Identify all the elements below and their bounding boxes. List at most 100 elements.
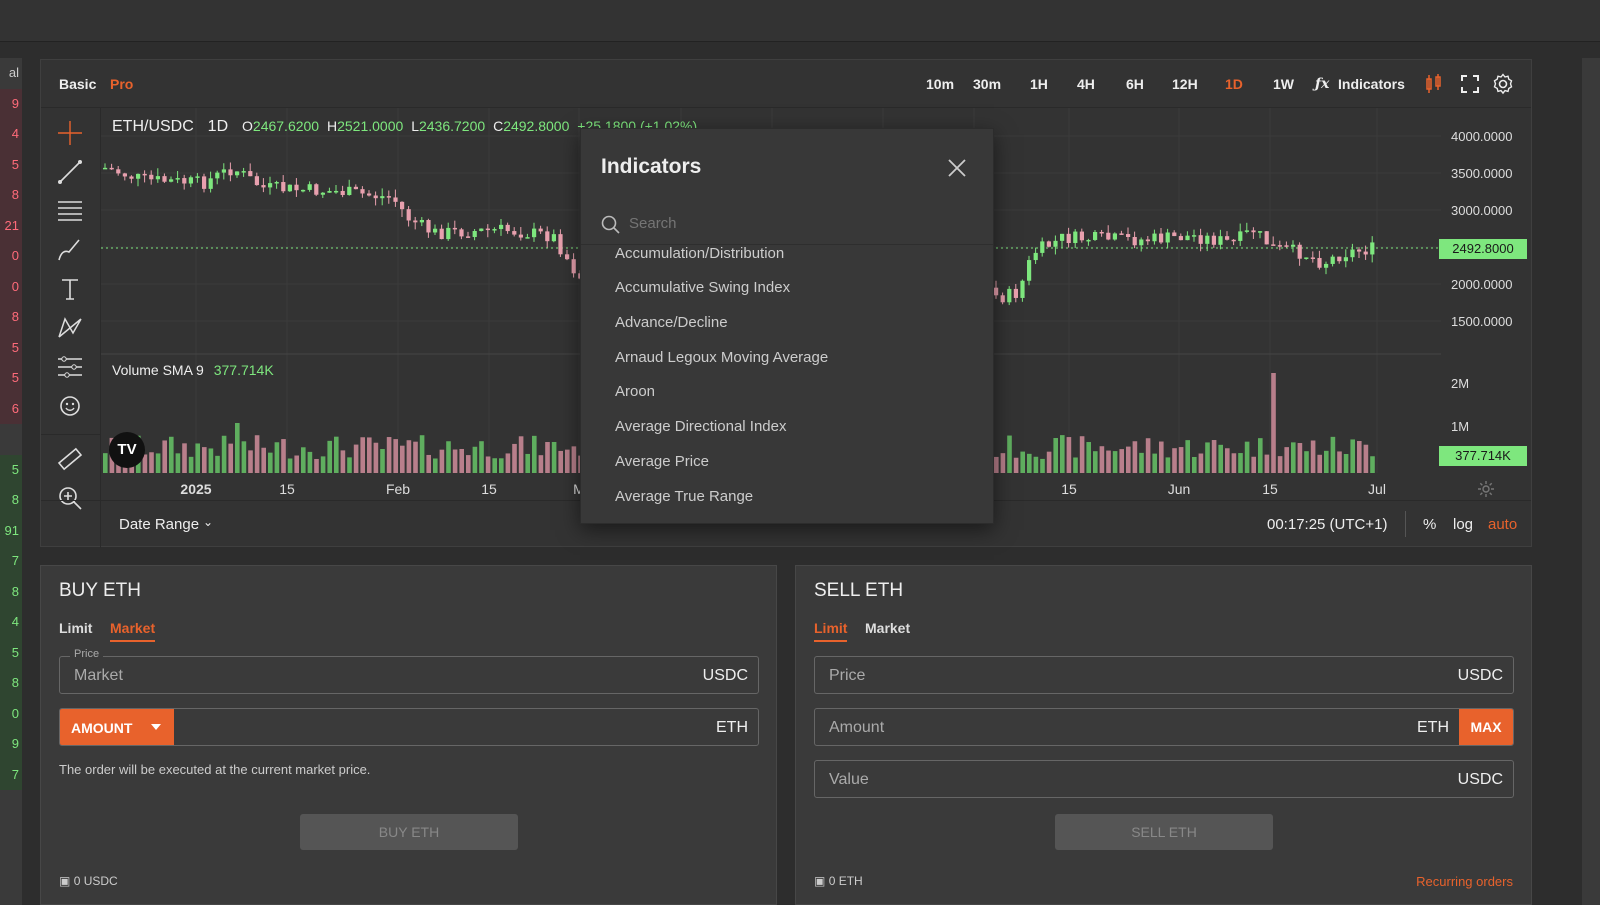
price-tick: 2000.0000 (1451, 277, 1513, 292)
volume-bar (518, 436, 524, 473)
interval-12h[interactable]: 12H (1172, 76, 1198, 92)
candle-body (261, 185, 266, 188)
auto-toggle[interactable]: auto (1488, 516, 1518, 533)
candle-body (116, 169, 121, 174)
orderbook-price: 8 (0, 485, 22, 516)
axis-settings-icon[interactable] (1477, 480, 1495, 498)
interval-10m[interactable]: 10m (926, 76, 955, 92)
candle-body (1337, 256, 1342, 262)
percent-toggle[interactable]: % (1423, 516, 1437, 533)
tab-limit[interactable]: Limit (814, 620, 848, 642)
log-toggle[interactable]: log (1453, 516, 1474, 533)
low-label: L (411, 118, 419, 134)
candle-body (347, 186, 352, 196)
indicator-search-input[interactable] (629, 209, 969, 237)
volume-tick: 2M (1451, 376, 1470, 391)
tab-market[interactable]: Market (865, 620, 911, 636)
volume-bar (1363, 444, 1369, 473)
volume-bar (215, 455, 220, 473)
indicator-item[interactable]: Average True Range (615, 488, 754, 505)
max-button[interactable]: MAX (1459, 709, 1513, 745)
candle-body (169, 179, 174, 182)
pro-tab[interactable]: Pro (110, 76, 134, 92)
candle-body (459, 229, 464, 237)
crosshair-icon[interactable] (55, 118, 85, 148)
orderbook-price: 9 (0, 88, 22, 119)
volume-bar (499, 458, 504, 473)
candle-body (512, 231, 517, 235)
close-icon[interactable] (946, 157, 968, 179)
candle-body (373, 195, 378, 199)
tab-market[interactable]: Market (110, 620, 156, 642)
sell-eth-button[interactable]: SELL ETH (1055, 814, 1273, 850)
sell-panel: SELL ETH Limit Market Price USDC Amount … (795, 565, 1532, 905)
buy-eth-button[interactable]: BUY ETH (300, 814, 518, 850)
clock-display[interactable]: 00:17:25 (UTC+1) (1267, 516, 1388, 533)
amount-field[interactable]: AMOUNT ETH (59, 708, 759, 746)
recurring-orders-link[interactable]: Recurring orders (1416, 874, 1513, 889)
indicator-item[interactable]: Aroon (615, 383, 656, 400)
orderbook-strip-left: al 9 4 5 8 21 0 0 8 5 5 6 5 8 91 7 8 4 5 8 0 9 7 (0, 58, 22, 905)
amount-dropdown-label: AMOUNT (71, 720, 133, 736)
emoji-icon[interactable] (55, 391, 85, 421)
price-field[interactable]: Price USDC (814, 656, 1514, 694)
tab-limit[interactable]: Limit (59, 620, 93, 636)
price-field[interactable]: Price Market USDC (59, 648, 759, 694)
volume-bar (1060, 435, 1065, 473)
candle-body (466, 236, 471, 238)
volume-bar (1033, 456, 1039, 473)
interval-4h[interactable]: 4H (1077, 76, 1095, 92)
interval-6h[interactable]: 6H (1126, 76, 1144, 92)
candle-body (155, 176, 160, 180)
candle-body (525, 237, 530, 239)
volume-bar (1185, 440, 1190, 473)
candle-style-icon[interactable] (1424, 73, 1444, 95)
value-unit: USDC (1457, 771, 1503, 788)
text-tool-icon[interactable] (55, 274, 85, 304)
trend-line-icon[interactable] (55, 157, 85, 187)
volume-bar (446, 441, 451, 473)
amount-type-dropdown[interactable]: AMOUNT (60, 709, 174, 745)
basic-tab[interactable]: Basic (59, 76, 97, 92)
orderbook-price: 4 (0, 607, 22, 638)
ruler-icon[interactable] (55, 444, 85, 474)
indicators-button[interactable]: Indicators (1338, 76, 1405, 92)
value-field[interactable]: Value USDC (814, 760, 1514, 798)
interval-30m[interactable]: 30m (973, 76, 1002, 92)
interval-1h[interactable]: 1H (1030, 76, 1048, 92)
indicator-item[interactable]: Average Directional Index (615, 418, 787, 435)
fib-retracement-icon[interactable] (55, 196, 85, 226)
indicator-item[interactable]: Accumulative Swing Index (615, 279, 791, 296)
volume-bar (274, 442, 280, 473)
amount-field[interactable]: Amount ETH MAX (814, 708, 1514, 746)
prediction-icon[interactable] (55, 352, 85, 382)
pattern-icon[interactable] (55, 313, 85, 343)
indicator-item[interactable]: Advance/Decline (615, 314, 728, 331)
candle-body (254, 176, 259, 186)
candle-body (1211, 235, 1216, 245)
time-tick: Jun (1168, 481, 1191, 497)
indicator-item[interactable]: Accumulation/Distribution (615, 245, 785, 262)
interval-1d[interactable]: 1D (1225, 76, 1243, 92)
function-icon[interactable]: ƒx (1315, 76, 1330, 92)
indicator-item[interactable]: Arnaud Legoux Moving Average (615, 349, 829, 366)
settings-gear-icon[interactable] (1492, 73, 1514, 95)
fullscreen-icon[interactable] (1460, 74, 1480, 94)
volume-bar (505, 453, 511, 473)
date-range-button[interactable]: Date Range (119, 516, 200, 533)
candle-body (426, 220, 431, 233)
tradingview-logo[interactable]: TV (109, 432, 145, 468)
candle-body (1192, 235, 1197, 237)
tools-divider (41, 434, 101, 435)
volume-bar (571, 446, 577, 473)
candle-body (1205, 235, 1210, 244)
zoom-in-icon[interactable] (55, 483, 85, 513)
brush-icon[interactable] (55, 235, 85, 265)
volume-bar (433, 458, 438, 473)
indicator-item[interactable]: Average Price (615, 453, 709, 470)
candle-body (208, 178, 213, 189)
chevron-down-icon[interactable]: ⌄ (203, 515, 214, 529)
buy-balance: ▣ 0 USDC (59, 874, 118, 888)
interval-1w[interactable]: 1W (1273, 76, 1294, 92)
volume-bar (254, 435, 260, 473)
